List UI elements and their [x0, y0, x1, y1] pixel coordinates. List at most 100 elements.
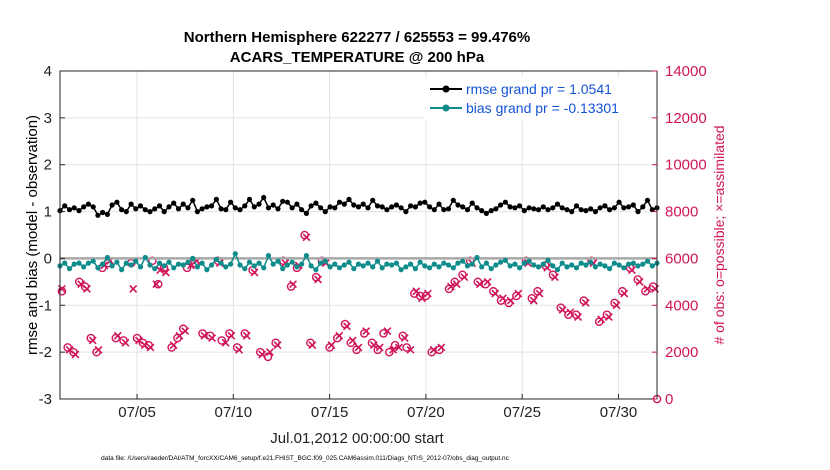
obs-possible-point-49	[379, 329, 388, 338]
rmse-point-106	[559, 205, 565, 211]
rmse-point-122	[635, 209, 641, 215]
obs-assimilated-point-80	[604, 313, 613, 321]
bias-point-112	[588, 259, 594, 265]
rmse-point-67	[374, 203, 381, 209]
obs-assimilated-point-30	[250, 268, 259, 277]
bias-point-95	[507, 263, 513, 269]
rmse-point-111	[583, 208, 589, 214]
rmse-point-62	[351, 202, 357, 208]
rmse-point-49	[289, 205, 295, 211]
y-tick-label-2: -1	[39, 297, 52, 314]
bias-point-66	[370, 264, 376, 270]
chart-title-line1: Northern Hemisphere 622277 / 625553 = 99…	[184, 29, 530, 46]
legend: rmse grand pr = 1.0541 bias grand pr = -…	[424, 77, 650, 121]
obs-assimilated-point-11	[129, 284, 138, 293]
rmse-point-66	[370, 197, 376, 203]
rmse-point-86	[464, 207, 471, 213]
rmse-point-102	[540, 204, 546, 210]
rmse-point-11	[109, 202, 115, 208]
bias-point-65	[365, 260, 371, 266]
bias-point-10	[104, 254, 110, 261]
rmse-point-97	[517, 203, 523, 209]
bias-point-68	[379, 265, 385, 271]
obs-assimilated-point-53	[406, 345, 415, 354]
obs-assimilated-point-70	[529, 296, 538, 305]
rmse-point-56	[322, 209, 328, 215]
x-tick-label-3: 07/20	[407, 404, 445, 421]
rmse-point-53	[308, 203, 314, 209]
rmse-point-87	[469, 200, 475, 206]
bias-point-11	[109, 263, 115, 269]
bias-point-83	[450, 265, 456, 271]
obs-assimilated-point-20	[181, 327, 190, 336]
rmse-point-44	[265, 205, 272, 211]
obs-assimilated-point-43	[342, 322, 351, 331]
bias-point-28	[190, 255, 196, 261]
rmse-point-80	[436, 201, 442, 207]
bias-point-90	[483, 260, 489, 266]
rmse-point-93	[498, 202, 504, 208]
rmse-point-47	[280, 198, 286, 204]
bias-point-52	[303, 253, 309, 259]
rmse-point-89	[479, 208, 485, 214]
bias-point-56	[322, 258, 328, 264]
rmse-point-26	[180, 201, 186, 207]
rmse-point-117	[611, 205, 618, 211]
rmse-point-36	[228, 199, 234, 205]
rmse-point-37	[232, 205, 238, 211]
bias-point-115	[602, 263, 608, 269]
bias-point-4	[76, 260, 82, 266]
rmse-point-63	[355, 204, 362, 210]
bias-point-26	[180, 262, 186, 268]
bias-point-39	[242, 266, 248, 272]
rmse-point-34	[218, 206, 224, 212]
rmse-point-5	[81, 204, 87, 210]
rmse-point-65	[365, 205, 371, 211]
y2-tick-label-3: 6000	[665, 250, 698, 267]
rmse-point-15	[128, 201, 134, 207]
obs-assimilated-point-46	[362, 327, 371, 336]
rmse-point-100	[531, 206, 537, 212]
bias-point-8	[95, 265, 101, 271]
bias-point-13	[119, 267, 125, 273]
obs-assimilated-point-61	[460, 273, 469, 282]
obs-assimilated-point-14	[146, 343, 155, 352]
bias-point-14	[123, 260, 129, 266]
bias-point-23	[166, 259, 172, 265]
rmse-point-13	[119, 207, 125, 213]
rmse-point-68	[379, 204, 385, 210]
bias-point-40	[246, 259, 253, 265]
bias-point-15	[128, 262, 134, 268]
y2-axis-ticks: 0 2000 4000 6000 8000 10000 12000 14000	[652, 63, 707, 408]
x-axis-label: Jul.01,2012 00:00:00 start	[270, 430, 444, 447]
obs-assimilated-point-64	[483, 277, 492, 286]
bias-point-120	[626, 261, 632, 267]
obs-assimilated-point-48	[375, 343, 384, 352]
rmse-point-24	[171, 200, 177, 206]
obs-assimilated-point-77	[581, 298, 590, 307]
rmse-point-12	[114, 199, 120, 205]
bias-point-22	[161, 263, 167, 269]
y2-tick-label-0: 0	[665, 391, 673, 408]
bias-point-102	[540, 261, 546, 267]
y2-tick-label-2: 4000	[665, 297, 698, 314]
bias-point-43	[261, 265, 267, 271]
rmse-point-20	[152, 206, 158, 212]
x-tick-label-1: 07/10	[215, 404, 253, 421]
obs-assimilated-point-13	[140, 341, 149, 350]
bias-point-19	[147, 262, 153, 268]
rmse-point-77	[422, 199, 428, 205]
rmse-point-115	[602, 203, 608, 209]
rmse-point-121	[630, 202, 636, 208]
bias-point-42	[256, 260, 262, 266]
bias-point-97	[517, 265, 523, 271]
rmse-point-6	[85, 201, 91, 207]
rmse-point-83	[450, 197, 456, 203]
rmse-point-39	[242, 203, 248, 209]
obs-assimilated-point-56	[423, 289, 432, 298]
rmse-point-43	[261, 194, 267, 201]
bias-point-54	[313, 267, 319, 273]
bias-point-103	[545, 257, 551, 263]
obs-assimilated-point-31	[258, 350, 267, 359]
